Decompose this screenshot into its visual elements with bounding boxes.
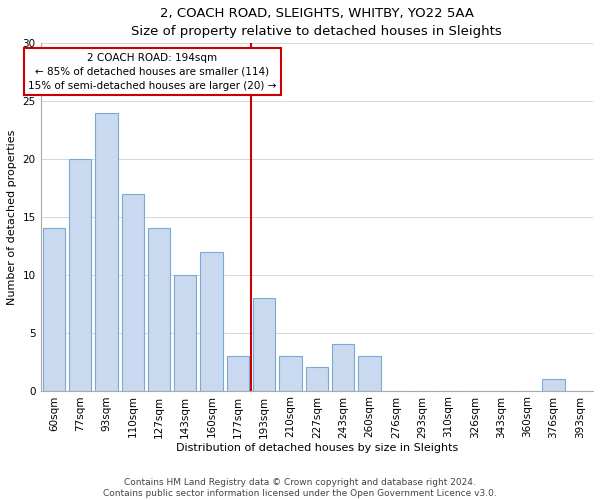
Bar [280, 356, 302, 390]
Bar [305, 368, 328, 390]
Bar [358, 356, 380, 390]
Bar [542, 379, 565, 390]
Text: Contains HM Land Registry data © Crown copyright and database right 2024.
Contai: Contains HM Land Registry data © Crown c… [103, 478, 497, 498]
Bar [69, 159, 91, 390]
Text: 2 COACH ROAD: 194sqm
← 85% of detached houses are smaller (114)
15% of semi-deta: 2 COACH ROAD: 194sqm ← 85% of detached h… [28, 52, 277, 90]
Bar [227, 356, 249, 390]
Title: 2, COACH ROAD, SLEIGHTS, WHITBY, YO22 5AA
Size of property relative to detached : 2, COACH ROAD, SLEIGHTS, WHITBY, YO22 5A… [131, 7, 502, 38]
Bar [332, 344, 355, 391]
X-axis label: Distribution of detached houses by size in Sleights: Distribution of detached houses by size … [176, 443, 458, 453]
Bar [122, 194, 144, 390]
Bar [200, 252, 223, 390]
Bar [43, 228, 65, 390]
Bar [148, 228, 170, 390]
Bar [253, 298, 275, 390]
Bar [174, 275, 196, 390]
Bar [95, 112, 118, 390]
Y-axis label: Number of detached properties: Number of detached properties [7, 129, 17, 304]
